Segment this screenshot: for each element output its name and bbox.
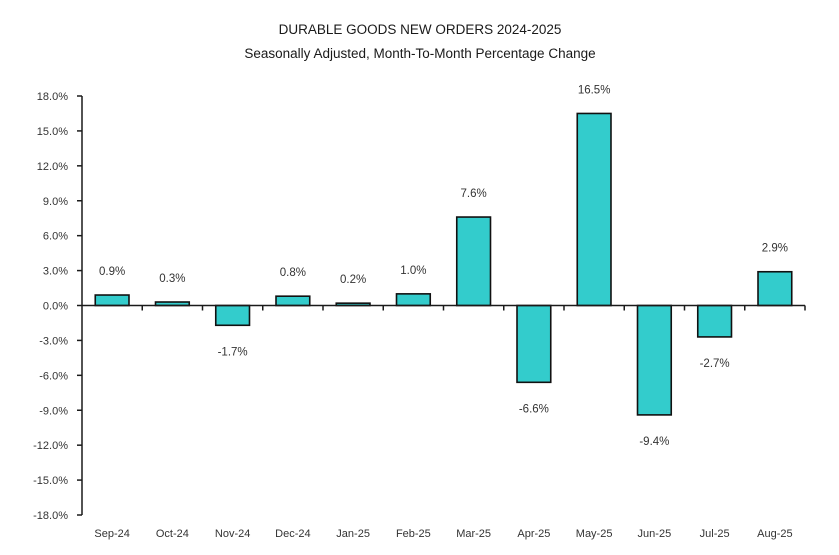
y-tick-label: -6.0% — [39, 370, 68, 382]
bar — [757, 270, 793, 307]
bar — [214, 304, 251, 327]
x-tick-label: Sep-24 — [94, 528, 129, 540]
bars — [94, 112, 793, 416]
bar — [576, 112, 612, 307]
y-tick-label: 0.0% — [43, 301, 68, 313]
data-label: 0.3% — [159, 273, 185, 285]
y-tick-label: 15.0% — [37, 126, 68, 138]
x-tick-label: Oct-24 — [156, 528, 189, 540]
x-tick-label: Apr-25 — [517, 528, 550, 540]
y-tick-label: -18.0% — [33, 510, 68, 522]
y-tick-label: 12.0% — [37, 161, 68, 173]
y-tick-label: 6.0% — [43, 231, 68, 243]
bar — [455, 216, 492, 307]
x-tick-label: Jan-25 — [336, 528, 370, 540]
bar — [395, 293, 432, 307]
x-tick-label: Feb-25 — [396, 528, 431, 540]
x-tick-label: Jul-25 — [700, 528, 730, 540]
data-label: -6.6% — [519, 403, 549, 415]
data-label: 0.8% — [280, 267, 306, 279]
y-tick-label: -9.0% — [39, 405, 68, 417]
data-label: 16.5% — [578, 84, 611, 96]
bar — [696, 304, 733, 338]
data-label: 1.0% — [400, 265, 426, 277]
bar — [275, 295, 311, 307]
x-tick-label: Mar-25 — [456, 528, 491, 540]
data-label: 2.9% — [762, 243, 788, 255]
x-tick-label: Dec-24 — [275, 528, 310, 540]
x-axis-labels: Sep-24 Oct-24 Nov-24 Dec-24 Jan-25 Feb-25 Mar-… — [94, 528, 792, 540]
x-tick-label: May-25 — [576, 528, 613, 540]
data-label: -2.7% — [700, 358, 730, 370]
y-tick-label: 18.0% — [37, 91, 68, 103]
x-axis — [82, 304, 806, 311]
y-tick-label: 3.0% — [43, 266, 68, 278]
y-tick-label: -3.0% — [39, 335, 68, 347]
x-tick-label: Aug-25 — [757, 528, 792, 540]
x-tick-label: Nov-24 — [215, 528, 250, 540]
data-label: 7.6% — [461, 188, 487, 200]
chart-title: DURABLE GOODS NEW ORDERS 2024-2025 — [279, 22, 562, 37]
data-label: 0.9% — [99, 266, 125, 278]
bar — [94, 294, 130, 307]
bar — [636, 304, 673, 416]
chart-subtitle: Seasonally Adjusted, Month-To-Month Perc… — [244, 46, 595, 61]
y-tick-label: -15.0% — [33, 475, 68, 487]
data-label: -9.4% — [639, 436, 669, 448]
y-axis-ticks: 18.0% 15.0% 12.0% 9.0% 6.0% 3.0% 0.0% -3.0% -6.0… — [33, 91, 82, 522]
y-tick-label: -12.0% — [33, 440, 68, 452]
data-label: 0.2% — [340, 274, 366, 286]
x-tick-label: Jun-25 — [638, 528, 672, 540]
y-tick-label: 9.0% — [43, 196, 68, 208]
data-label: -1.7% — [218, 346, 248, 358]
bar — [516, 304, 552, 384]
data-labels: 0.9% 0.3% -1.7% 0.8% 0.2% 1.0% 7.6% -6.6% 16.5% -… — [99, 84, 788, 447]
